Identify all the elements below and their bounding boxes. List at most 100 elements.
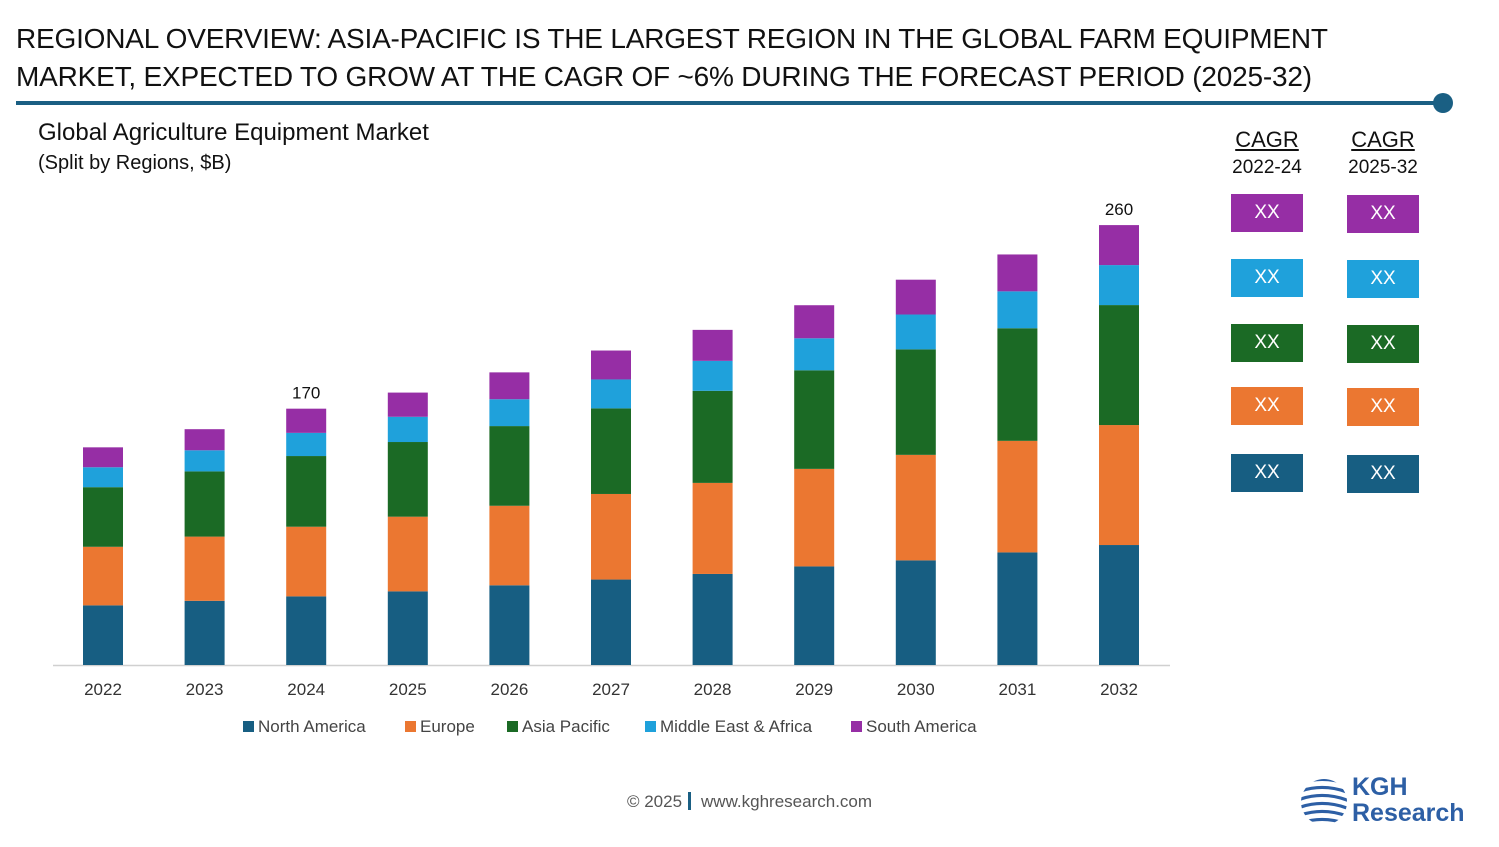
bar-segment-asia-pacific-2029 <box>794 370 835 469</box>
bar-segment-europe-2026 <box>489 505 530 586</box>
legend-swatch <box>507 721 518 732</box>
cagr-heading: CAGR <box>1235 127 1299 152</box>
cagr-period: 2025-32 <box>1348 157 1418 178</box>
stacked-bar-chart: 2022 2023 2024 170 2025 2026 2027 2028 2029 2030 2… <box>53 200 1170 736</box>
bar-segment-south-america-2026 <box>489 372 530 400</box>
bar-segment-middle-east-africa-2030 <box>895 314 936 350</box>
bar-segment-asia-pacific-2022 <box>83 487 123 547</box>
legend-swatch <box>851 721 862 732</box>
chart-subtitle: (Split by Regions, $B) <box>38 152 232 174</box>
bar-segment-north-america-2031 <box>997 552 1038 665</box>
bar-segment-asia-pacific-2025 <box>387 442 428 517</box>
bar-segment-asia-pacific-2027 <box>591 408 631 494</box>
bar-segment-south-america-2032 <box>1099 225 1139 266</box>
bar-segment-north-america-2022 <box>83 605 123 665</box>
bar-segment-asia-pacific-2024 <box>286 456 327 527</box>
footer-copyright: © 2025 <box>626 792 683 811</box>
legend-label: Europe <box>420 717 475 736</box>
cagr-value-box: XX <box>1347 455 1419 493</box>
divider-dot <box>1433 93 1453 113</box>
x-tick-label: 2030 <box>897 680 935 699</box>
bar-segment-south-america-2025 <box>387 392 428 417</box>
data-label-total: 170 <box>292 384 320 403</box>
x-tick-label: 2025 <box>389 680 427 699</box>
bar-segment-north-america-2026 <box>489 585 530 665</box>
bar-segment-europe-2029 <box>794 468 835 567</box>
cagr-value-box: XX <box>1231 259 1303 297</box>
bar-segment-south-america-2024 <box>286 408 327 433</box>
bar-segment-middle-east-africa-2029 <box>794 338 835 371</box>
bar-segment-europe-2023 <box>184 536 225 601</box>
bar-segment-north-america-2028 <box>692 573 733 665</box>
bar-segment-europe-2022 <box>83 546 123 606</box>
bar-segment-north-america-2030 <box>895 560 936 665</box>
bar-segment-europe-2028 <box>692 482 733 574</box>
x-tick-label: 2029 <box>795 680 833 699</box>
footer-separator <box>688 792 692 810</box>
cagr-value-box: XX <box>1231 454 1303 492</box>
headline-divider <box>16 101 1444 105</box>
cagr-heading: CAGR <box>1351 127 1415 152</box>
x-tick-label: 2031 <box>998 680 1036 699</box>
bar-segment-middle-east-africa-2027 <box>591 379 631 409</box>
chart-title: Global Agriculture Equipment Market <box>38 119 429 146</box>
bar-segment-europe-2030 <box>895 454 936 561</box>
cagr-value-box: XX <box>1347 195 1419 233</box>
bar-segment-asia-pacific-2026 <box>489 426 530 506</box>
bar-segment-europe-2025 <box>387 516 428 592</box>
x-tick-label: 2023 <box>186 680 224 699</box>
globe-icon <box>1301 779 1347 825</box>
bar-segment-middle-east-africa-2023 <box>184 450 225 472</box>
bar-segment-asia-pacific-2032 <box>1099 305 1139 426</box>
cagr-value-box: XX <box>1347 260 1419 298</box>
bar-segment-north-america-2024 <box>286 596 327 665</box>
cagr-value-box: XX <box>1231 387 1303 425</box>
bar-segment-middle-east-africa-2031 <box>997 291 1038 329</box>
bar-segment-middle-east-africa-2032 <box>1099 265 1139 306</box>
bar-segment-asia-pacific-2030 <box>895 349 936 455</box>
x-tick-label: 2024 <box>287 680 325 699</box>
cagr-value-box: XX <box>1347 325 1419 363</box>
legend-label: South America <box>866 717 977 736</box>
x-tick-label: 2026 <box>490 680 528 699</box>
bar-segment-middle-east-africa-2028 <box>692 360 733 391</box>
bar-segment-middle-east-africa-2026 <box>489 399 530 427</box>
x-tick-label: 2022 <box>84 680 122 699</box>
bar-segment-asia-pacific-2023 <box>184 471 225 537</box>
bar-segment-north-america-2023 <box>184 600 225 665</box>
cagr-period: 2022-24 <box>1232 157 1302 178</box>
legend-label: Middle East & Africa <box>660 717 813 736</box>
kgh-research-logo: KGH Research <box>1298 772 1478 832</box>
x-tick-label: 2032 <box>1100 680 1138 699</box>
legend-label: North America <box>258 717 366 736</box>
footer: © 2025 www.kghresearch.com <box>0 792 1499 812</box>
footer-website-link[interactable]: www.kghresearch.com <box>701 792 873 811</box>
x-tick-label: 2028 <box>694 680 732 699</box>
bar-segment-south-america-2029 <box>794 305 835 339</box>
logo-wordmark: KGH Research <box>1352 774 1465 826</box>
headline-line-1: REGIONAL OVERVIEW: ASIA-PACIFIC IS THE L… <box>16 23 1328 54</box>
bar-segment-middle-east-africa-2022 <box>83 467 123 488</box>
legend-label: Asia Pacific <box>522 717 610 736</box>
bar-segment-north-america-2025 <box>387 591 428 665</box>
cagr-column-2022-24: CAGR 2022-24 <box>1217 126 1317 182</box>
data-label-total: 260 <box>1105 200 1133 219</box>
bar-segment-south-america-2027 <box>591 350 631 380</box>
bar-segment-north-america-2027 <box>591 579 631 665</box>
legend-swatch <box>243 721 254 732</box>
cagr-value-box: XX <box>1231 194 1303 232</box>
bar-segment-south-america-2031 <box>997 254 1038 292</box>
bar-segment-south-america-2030 <box>895 279 936 315</box>
bar-segment-south-america-2028 <box>692 329 733 361</box>
bar-segment-north-america-2032 <box>1099 545 1139 665</box>
x-tick-label: 2027 <box>592 680 630 699</box>
bar-segment-europe-2031 <box>997 440 1038 553</box>
logo-line-2: Research <box>1352 799 1465 827</box>
headline-line-2: MARKET, EXPECTED TO GROW AT THE CAGR OF … <box>16 61 1312 92</box>
cagr-column-2025-32: CAGR 2025-32 <box>1333 126 1433 182</box>
bar-segment-north-america-2029 <box>794 566 835 665</box>
cagr-value-box: XX <box>1231 324 1303 362</box>
bar-segment-europe-2024 <box>286 526 327 597</box>
legend-swatch <box>405 721 416 732</box>
bar-segment-south-america-2023 <box>184 429 225 451</box>
